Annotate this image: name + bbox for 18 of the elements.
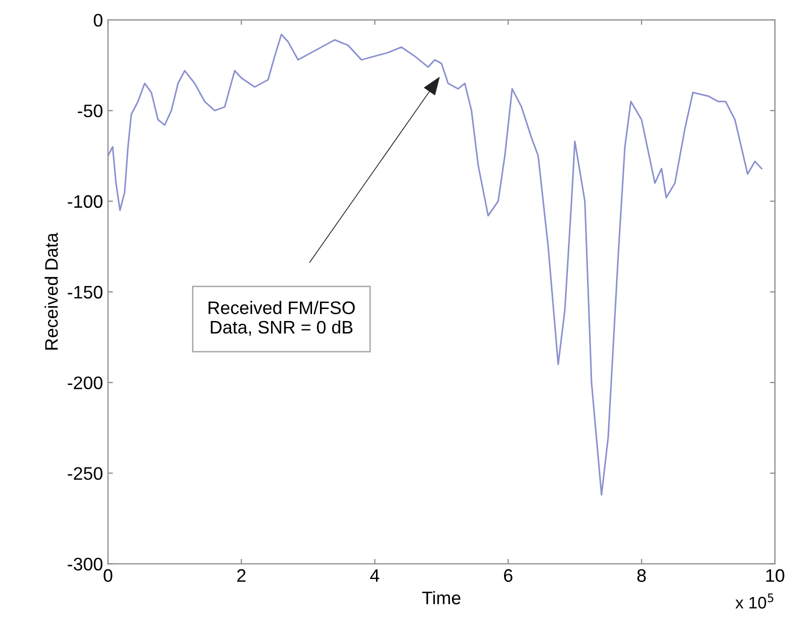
x-tick-label: 0: [104, 569, 112, 582]
text: x 10$^{5}$: [735, 594, 774, 609]
y-tick-label: 0: [94, 14, 102, 27]
y-tick-label: -200: [68, 376, 102, 390]
y-tick-label: -300: [68, 558, 102, 571]
x-tick-label: 2: [237, 569, 246, 582]
line-series: [108, 34, 762, 496]
x-tick-label: 8: [637, 569, 646, 582]
y-tick-label: -50: [78, 104, 102, 118]
x-tick-label: 6: [504, 569, 512, 582]
x-tick-label: 10: [766, 569, 784, 582]
x-tick-label: 4: [370, 569, 380, 582]
y-axis-title: Received Data: [44, 232, 58, 350]
x-axis-title: Time: [422, 591, 460, 604]
y-tick-label: -150: [68, 286, 102, 299]
y-tick-label: -250: [68, 467, 102, 480]
y-tick-label: -100: [68, 195, 102, 208]
annotation: Received FM/FSO Data, SNR = 0 dB: [208, 300, 355, 336]
